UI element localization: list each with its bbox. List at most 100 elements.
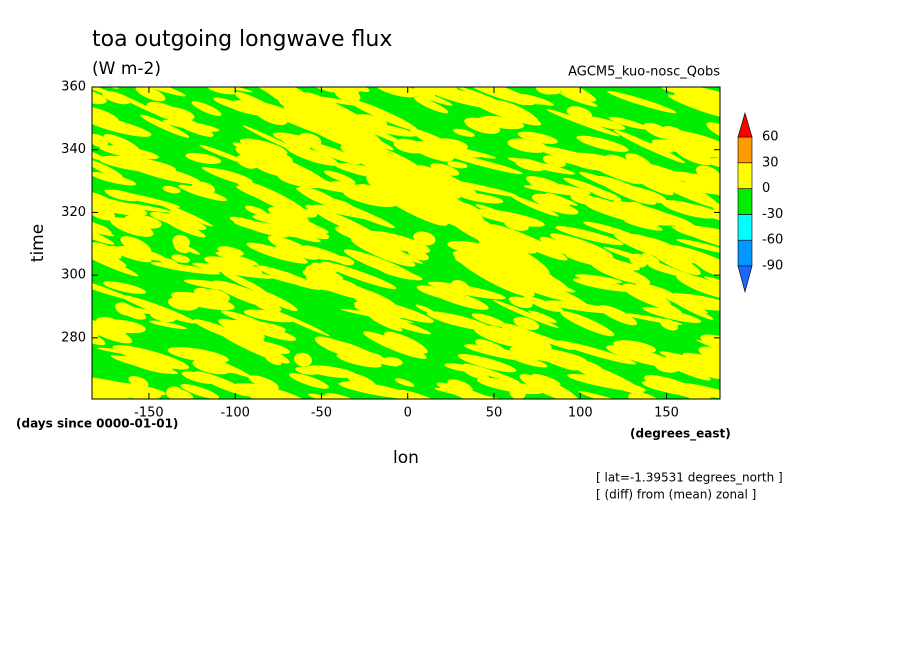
field-patch xyxy=(305,204,333,217)
field-patch xyxy=(695,339,720,368)
field-patch xyxy=(148,320,187,330)
field-patch xyxy=(356,114,388,126)
x-tick-label: 150 xyxy=(654,406,679,421)
field-patch xyxy=(675,273,720,299)
field-patch xyxy=(267,235,319,260)
field-patch xyxy=(471,313,507,327)
field-patch xyxy=(393,138,426,154)
field-patch xyxy=(565,248,608,264)
field-patch xyxy=(120,294,196,324)
field-patch xyxy=(105,189,140,202)
field-patch xyxy=(538,87,561,95)
x-axis-label: lon xyxy=(393,448,419,468)
field-patch xyxy=(234,91,290,123)
field-patch xyxy=(463,344,538,363)
colorbar-extend xyxy=(737,265,753,294)
field-patch xyxy=(572,278,634,292)
field-patch xyxy=(335,226,412,251)
field-patch xyxy=(92,212,115,245)
y-tick-label: 280 xyxy=(61,330,86,345)
field-patch xyxy=(301,101,384,148)
field-patch xyxy=(201,166,247,185)
field-patch xyxy=(556,340,637,365)
units: (W m-2) xyxy=(92,59,161,79)
field-patch xyxy=(413,96,449,114)
field-patch xyxy=(95,316,123,332)
field-patch xyxy=(92,90,107,105)
field-patch xyxy=(493,299,560,329)
note: [ (diff) from (mean) zonal ] xyxy=(596,488,756,502)
colorbar-extend xyxy=(737,111,753,138)
field-patch xyxy=(168,210,195,223)
field-patch xyxy=(642,253,660,263)
field-patch xyxy=(590,260,651,285)
field-patch xyxy=(217,246,244,257)
field-patch xyxy=(458,192,504,204)
field-patch xyxy=(112,345,190,370)
field-patch xyxy=(92,222,110,233)
field-patch xyxy=(622,313,683,325)
field-patch xyxy=(575,274,623,284)
field-patch xyxy=(480,326,556,357)
x-tick-label: -100 xyxy=(220,406,250,421)
field-patch xyxy=(394,378,415,387)
field-patch xyxy=(248,375,279,390)
field-patch xyxy=(603,246,683,274)
field-patch xyxy=(330,340,384,364)
field-patch xyxy=(253,289,298,312)
field-patch xyxy=(579,171,649,200)
field-patch xyxy=(642,306,702,323)
colorbar-label: -60 xyxy=(762,233,783,248)
field-patch xyxy=(478,115,525,130)
field-patch xyxy=(698,346,720,367)
field-patch xyxy=(252,163,278,176)
y-tick-label: 360 xyxy=(61,80,86,95)
field-patch xyxy=(611,200,683,225)
field-patch xyxy=(667,94,720,119)
field-patch xyxy=(463,151,482,158)
field-patch xyxy=(378,87,407,95)
field-patch xyxy=(323,170,356,184)
field-patch xyxy=(92,273,132,300)
field-patch xyxy=(646,192,667,204)
field-patch xyxy=(328,201,360,217)
colorbar-label: 0 xyxy=(762,181,770,196)
field-patch xyxy=(319,206,336,214)
field-patch xyxy=(482,67,515,89)
field-patch xyxy=(323,274,346,289)
field-patch xyxy=(126,162,201,185)
field-patch xyxy=(651,249,701,276)
field-patch xyxy=(336,256,355,266)
field-patch xyxy=(665,293,720,311)
field-patch xyxy=(108,87,186,97)
field-patch xyxy=(452,250,535,297)
x-tick-label: 100 xyxy=(568,406,593,421)
field-patch xyxy=(452,128,475,137)
field-patch xyxy=(444,363,481,373)
field-patch xyxy=(124,214,162,229)
field-patch xyxy=(194,371,252,397)
field-patch xyxy=(576,135,629,153)
field-patch xyxy=(511,195,559,217)
field-patch xyxy=(625,289,682,314)
field-patch xyxy=(493,100,539,125)
field-patch xyxy=(243,309,296,323)
field-patch xyxy=(250,340,291,355)
field-patch xyxy=(706,122,720,146)
field-patch xyxy=(235,383,294,399)
field-patch xyxy=(363,331,427,359)
field-patch xyxy=(555,226,624,246)
field-patch xyxy=(216,328,290,364)
field-patch xyxy=(687,195,720,210)
note: [ lat=-1.39531 degrees_north ] xyxy=(596,471,783,485)
field-patch xyxy=(278,172,330,189)
field-patch xyxy=(311,262,338,274)
field-patch xyxy=(140,114,190,138)
field-patch xyxy=(102,91,131,105)
field-patch xyxy=(651,139,720,158)
colorbar-label: 30 xyxy=(762,155,779,170)
field-patch xyxy=(489,380,506,388)
field xyxy=(92,67,720,399)
field-patch xyxy=(372,149,461,199)
field-patch xyxy=(92,87,123,99)
